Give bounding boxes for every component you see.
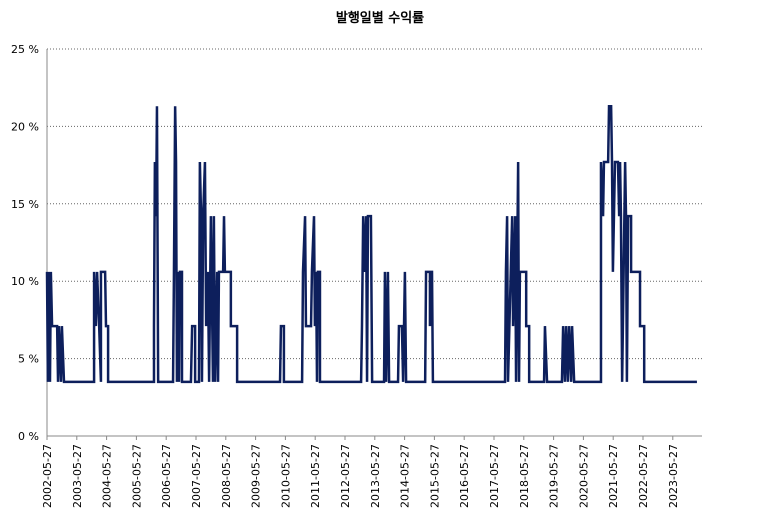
x-tick-label: 2017-05-27 [488,444,501,508]
y-tick-label: 0 % [18,430,39,443]
y-tick-label: 10 % [11,275,39,288]
x-tick-label: 2012-05-27 [339,444,352,508]
x-tick-label: 2004-05-27 [101,444,114,508]
x-tick-label: 2005-05-27 [130,444,143,508]
data-line [45,105,697,384]
x-tick-label: 2015-05-27 [428,444,441,508]
x-tick-label: 2018-05-27 [518,444,531,508]
x-tick-label: 2006-05-27 [160,444,173,508]
x-tick-label: 2002-05-27 [41,444,54,508]
x-tick-label: 2011-05-27 [309,444,322,508]
y-tick-label: 25 % [11,43,39,56]
x-tick-label: 2019-05-27 [548,444,561,508]
y-tick-label: 5 % [18,353,39,366]
chart-title: 발행일별 수익률 [336,10,424,26]
x-tick-label: 2003-05-27 [71,444,84,508]
y-tick-label: 15 % [11,198,39,211]
x-tick-label: 2007-05-27 [190,444,203,508]
x-tick-label: 2021-05-27 [607,444,620,508]
x-tick-label: 2010-05-27 [279,444,292,508]
x-tick-label: 2009-05-27 [250,444,263,508]
x-tick-label: 2008-05-27 [220,444,233,508]
x-tick-label: 2016-05-27 [458,444,471,508]
x-tick-label: 2013-05-27 [369,444,382,508]
y-tick-label: 20 % [11,120,39,133]
x-tick-label: 2022-05-27 [637,444,650,508]
x-tick-label: 2023-05-27 [667,444,680,508]
x-tick-label: 2014-05-27 [399,444,412,508]
x-tick-label: 2020-05-27 [577,444,590,508]
